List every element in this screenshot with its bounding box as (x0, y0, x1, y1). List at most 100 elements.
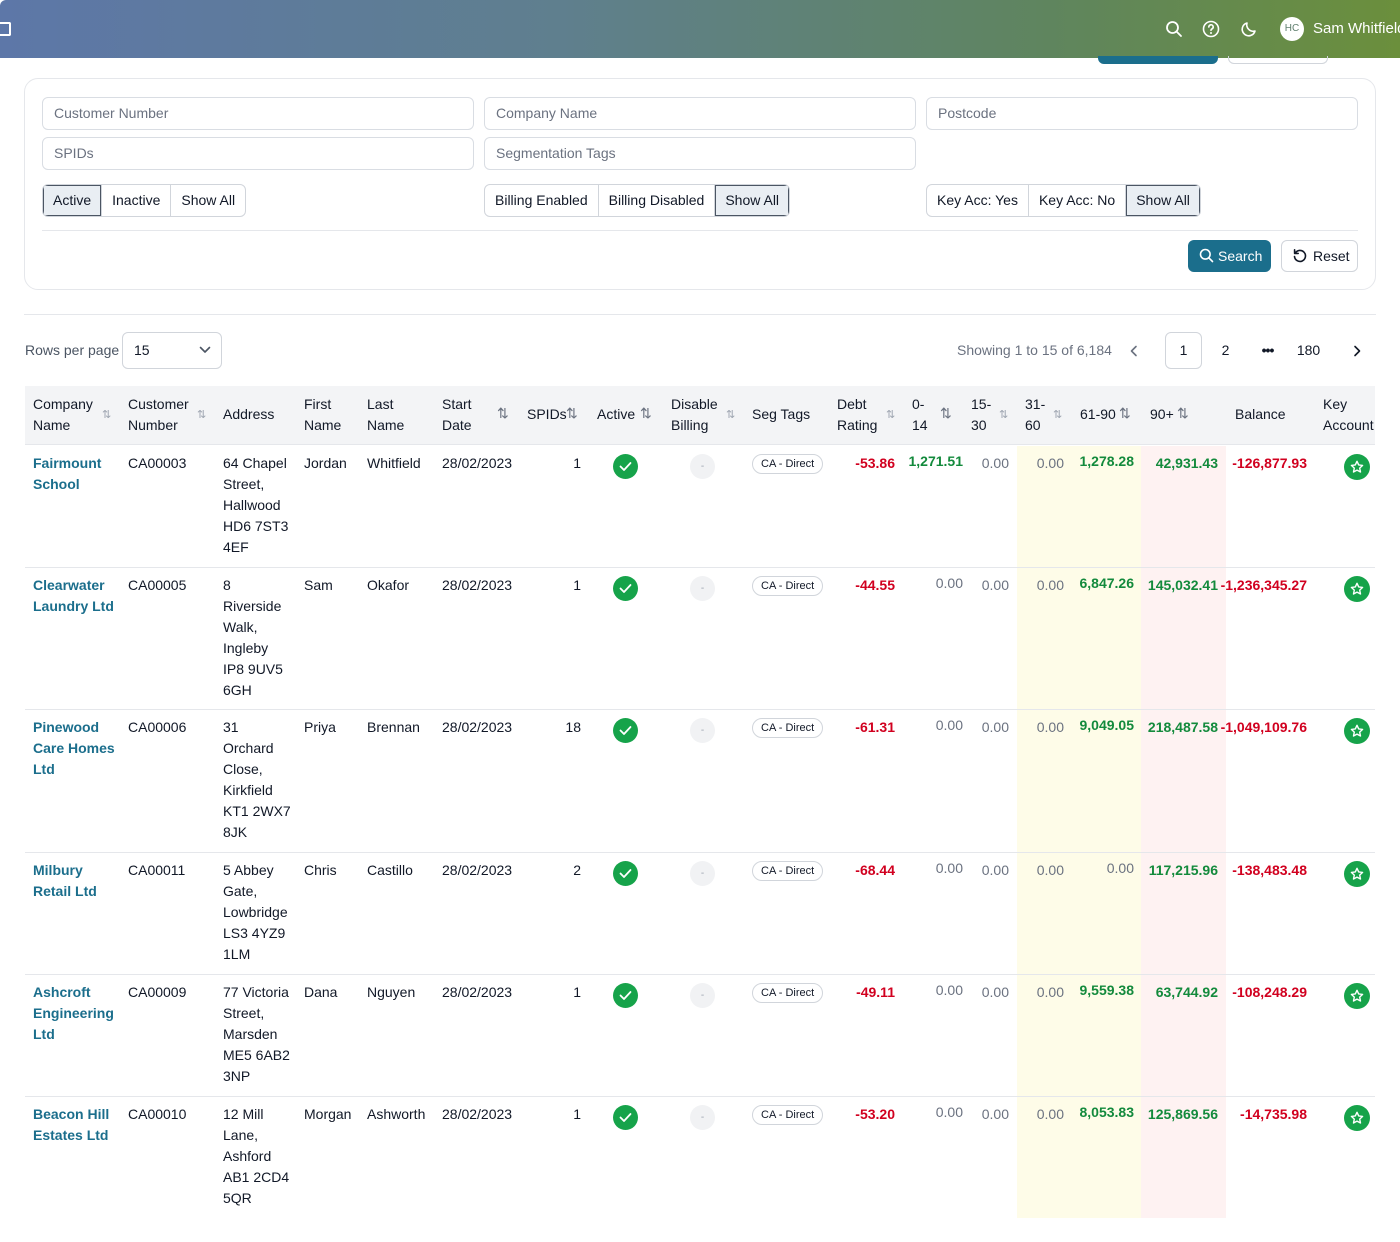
page-button-2[interactable]: 2 (1221, 342, 1230, 358)
billing-enabled-option[interactable]: Billing Enabled (485, 185, 599, 216)
column-header-0-14[interactable]: 0- 14 (912, 396, 928, 433)
aging-31-60: 0.00 (1036, 1106, 1064, 1122)
status-inactive-option[interactable]: Inactive (102, 185, 172, 216)
column-header-31-60[interactable]: 31- 60 (1025, 396, 1046, 433)
rows-per-page-label: Rows per page (25, 342, 120, 358)
rows-per-page-select[interactable]: 15 (122, 332, 222, 369)
row-divider (25, 567, 1375, 568)
search-button[interactable]: Search (1188, 240, 1271, 272)
aging-0-14: 0.00 (935, 982, 963, 998)
company-link[interactable]: Pinewood Care Homes Ltd (33, 719, 115, 777)
column-header-15-30[interactable]: 15- 30 (971, 396, 992, 433)
next-page-button[interactable] (1345, 332, 1369, 369)
row-divider (25, 974, 1375, 975)
sort-icon[interactable]: ⇅ (1177, 405, 1189, 421)
user-name[interactable]: Sam Whitfield (1313, 20, 1400, 37)
column-header-90-plus[interactable]: 90+ (1150, 406, 1174, 422)
key-account-show-all-option[interactable]: Show All (1126, 185, 1200, 216)
company-link[interactable]: Fairmount School (33, 455, 102, 492)
disable-billing-indicator: - (690, 718, 715, 743)
status-show-all-option[interactable]: Show All (181, 192, 236, 208)
aging-15-30: 0.00 (981, 862, 1009, 878)
sidebar-toggle-icon[interactable] (0, 22, 11, 36)
page-button-last[interactable]: 180 (1296, 342, 1321, 358)
billing-toggle-group: Billing Enabled Billing Disabled Show Al… (484, 184, 791, 217)
sort-icon[interactable]: ⇅ (726, 409, 736, 421)
address: 31 Orchard Close, Kirkfield KT1 2WX7 8JK (223, 719, 291, 840)
hidden-primary-button[interactable] (1098, 56, 1218, 64)
company-link[interactable]: Ashcroft Engineering Ltd (33, 984, 114, 1042)
key-account-star-icon[interactable] (1344, 861, 1370, 887)
customer-number: CA00006 (128, 719, 187, 735)
segmentation-tags-input[interactable]: Segmentation Tags (484, 137, 916, 170)
table-header (25, 386, 1375, 445)
key-account-star-icon[interactable] (1344, 1105, 1370, 1131)
sort-icon[interactable]: ⇅ (1119, 405, 1131, 421)
row-divider (25, 852, 1375, 853)
prev-page-button[interactable] (1122, 332, 1146, 369)
balance: -126,877.93 (1232, 455, 1307, 471)
sort-icon[interactable]: ⇅ (640, 405, 652, 421)
disable-billing-indicator: - (690, 576, 715, 601)
key-account-star-icon[interactable] (1344, 576, 1370, 602)
avatar[interactable]: HC (1280, 17, 1304, 41)
key-account-star-icon[interactable] (1344, 718, 1370, 744)
customer-number: CA00011 (128, 862, 186, 878)
sort-icon[interactable]: ⇅ (886, 409, 896, 421)
spids-input[interactable]: SPIDs (42, 137, 474, 170)
chevron-left-icon (1130, 345, 1137, 357)
sort-icon[interactable]: ⇅ (999, 409, 1009, 421)
customer-number-input[interactable]: Customer Number (42, 97, 474, 130)
hidden-secondary-button[interactable] (1228, 56, 1328, 64)
key-account-yes-option[interactable]: Key Acc: Yes (927, 185, 1029, 216)
start-date: 28/02/2023 (442, 862, 513, 878)
postcode-input[interactable]: Postcode (926, 97, 1358, 130)
company-link[interactable]: Beacon Hill Estates Ltd (33, 1106, 110, 1143)
sort-icon[interactable]: ⇅ (566, 405, 578, 421)
spids-count: 18 (565, 719, 581, 735)
moon-icon[interactable] (1240, 20, 1258, 38)
start-date: 28/02/2023 (442, 719, 513, 735)
billing-disabled-option[interactable]: Billing Disabled (599, 185, 716, 216)
active-check-icon (613, 983, 638, 1008)
aging-15-30: 0.00 (981, 984, 1009, 1000)
reset-button[interactable]: Reset (1281, 240, 1358, 272)
aging-61-90: 1,278.28 (1079, 453, 1135, 469)
billing-show-all-option[interactable]: Show All (715, 185, 790, 216)
company-link[interactable]: Milbury Retail Ltd (33, 862, 97, 899)
start-date: 28/02/2023 (442, 984, 513, 1000)
aging-90-plus: 117,215.96 (1148, 862, 1218, 878)
sort-icon[interactable]: ⇅ (197, 409, 207, 421)
aging-0-14: 0.00 (935, 1104, 963, 1120)
section-divider (24, 314, 1376, 315)
search-icon[interactable] (1165, 20, 1183, 38)
column-header-start-date[interactable]: Start Date (442, 396, 472, 433)
company-link[interactable]: Clearwater Laundry Ltd (33, 577, 114, 614)
balance: -138,483.48 (1232, 862, 1307, 878)
column-header-disable-billing[interactable]: Disable Billing (671, 396, 718, 433)
column-header-61-90[interactable]: 61-90 (1080, 406, 1116, 422)
column-header-active[interactable]: Active (597, 406, 636, 422)
aging-61-90: 6,847.26 (1079, 575, 1135, 591)
column-header-company-name[interactable]: Company Name (33, 396, 93, 433)
sort-icon[interactable]: ⇅ (940, 405, 952, 421)
seg-tag-badge: CA - Direct (752, 861, 824, 881)
company-name-input[interactable]: Company Name (484, 97, 916, 130)
disable-billing-indicator: - (690, 983, 715, 1008)
aging-90-plus: 125,869.56 (1147, 1106, 1218, 1122)
key-account-star-icon[interactable] (1344, 983, 1370, 1009)
address: 64 Chapel Street, Hallwood HD6 7ST3 4EF (223, 455, 289, 555)
page-button-1[interactable]: 1 (1165, 332, 1202, 369)
aging-90-plus: 218,487.58 (1147, 719, 1218, 735)
sort-icon[interactable]: ⇅ (497, 405, 509, 421)
sort-icon[interactable]: ⇅ (1053, 409, 1063, 421)
column-header-debt-rating[interactable]: Debt Rating (837, 396, 878, 433)
column-header-spids[interactable]: SPIDs (527, 406, 567, 422)
key-account-star-icon[interactable] (1344, 454, 1370, 480)
sort-icon[interactable]: ⇅ (102, 409, 112, 421)
chevron-right-icon (1354, 345, 1361, 357)
help-icon[interactable] (1202, 20, 1220, 38)
column-header-customer-number[interactable]: Customer Number (128, 396, 189, 433)
status-active-option[interactable]: Active (43, 185, 103, 216)
key-account-no-option[interactable]: Key Acc: No (1029, 185, 1127, 216)
